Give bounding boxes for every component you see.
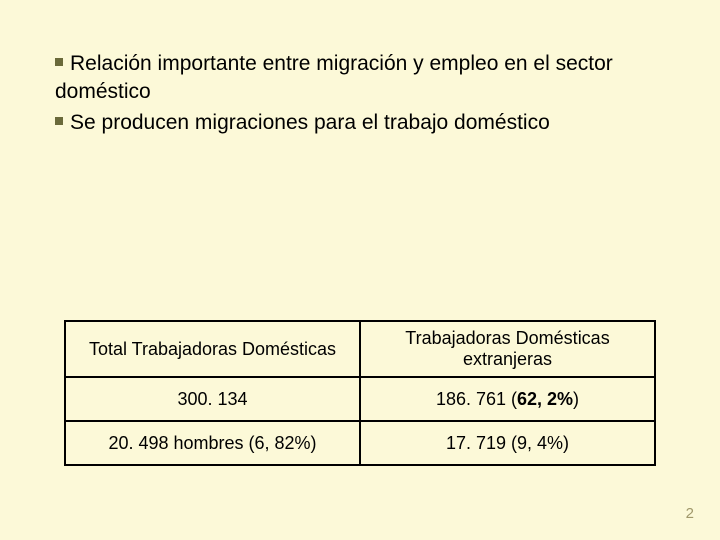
slide: Relación importante entre migración y em… xyxy=(0,0,720,540)
cell-text: ) xyxy=(573,389,579,409)
cell-text-bold: 62, 2% xyxy=(517,389,573,409)
cell-text: 186. 761 ( xyxy=(436,389,517,409)
data-table: Total Trabajadoras Domésticas Trabajador… xyxy=(64,320,656,466)
bullet-item: Relación importante entre migración y em… xyxy=(55,50,665,107)
table-header-cell: Trabajadoras Domésticas extranjeras xyxy=(360,321,655,377)
table-cell: 300. 134 xyxy=(65,377,360,421)
bullet-square-icon xyxy=(55,117,63,125)
table-row: 20. 498 hombres (6, 82%) 17. 719 (9, 4%) xyxy=(65,421,655,465)
bullet-square-icon xyxy=(55,58,63,66)
table-cell: 186. 761 (62, 2%) xyxy=(360,377,655,421)
data-table-container: Total Trabajadoras Domésticas Trabajador… xyxy=(64,320,656,466)
bullet-text: Se producen migraciones para el trabajo … xyxy=(70,111,550,134)
table-row: Total Trabajadoras Domésticas Trabajador… xyxy=(65,321,655,377)
table-cell: 20. 498 hombres (6, 82%) xyxy=(65,421,360,465)
table-row: 300. 134 186. 761 (62, 2%) xyxy=(65,377,655,421)
page-number: 2 xyxy=(686,505,694,522)
bullet-text: Relación importante entre migración y em… xyxy=(55,52,613,103)
bullet-list: Relación importante entre migración y em… xyxy=(55,50,665,137)
table-header-cell: Total Trabajadoras Domésticas xyxy=(65,321,360,377)
table-cell: 17. 719 (9, 4%) xyxy=(360,421,655,465)
bullet-item: Se producen migraciones para el trabajo … xyxy=(55,109,665,137)
